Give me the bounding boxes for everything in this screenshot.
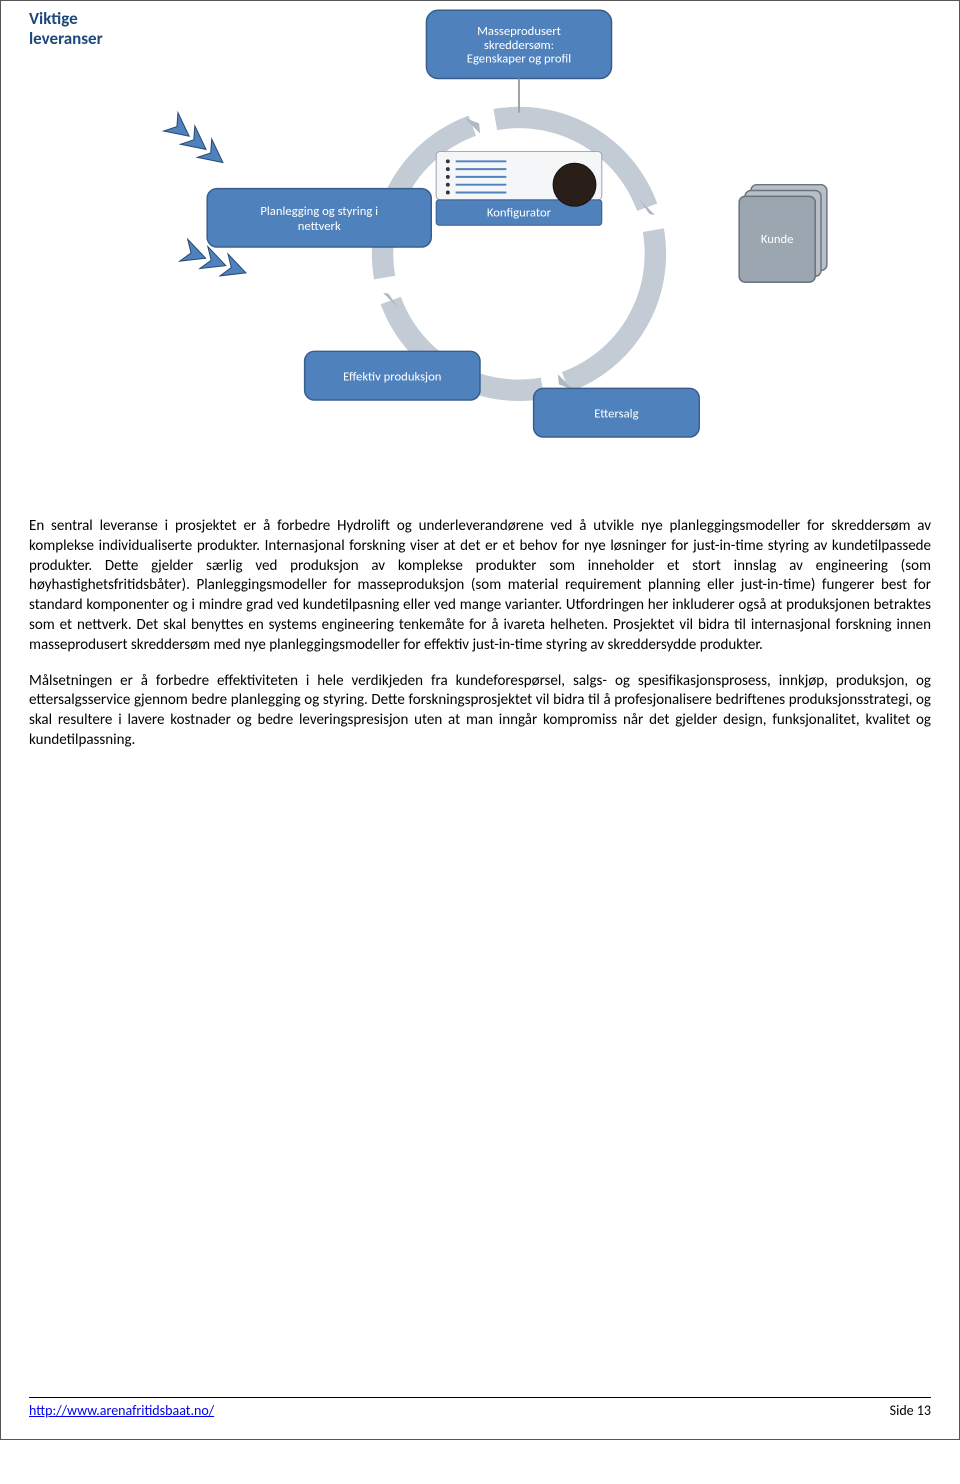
- page-frame: Viktige leveranser Masseprodusertskredde…: [0, 0, 960, 1440]
- paragraph-1: En sentral leveranse i prosjektet er å f…: [29, 517, 931, 656]
- svg-text:skreddersøm:: skreddersøm:: [484, 38, 554, 53]
- node-etter: Ettersalg: [534, 388, 700, 437]
- process-diagram: Masseprodusertskreddersøm:Egenskaper og …: [100, 9, 860, 489]
- section-heading: Viktige leveranser: [29, 9, 103, 50]
- node-eff: Effektiv produksjon: [305, 351, 480, 400]
- footer-url[interactable]: http://www.arenafritidsbaat.no/: [29, 1402, 214, 1419]
- node-kunde: Kunde: [739, 185, 827, 282]
- diagram-container: Masseprodusertskreddersøm:Egenskaper og …: [29, 9, 931, 489]
- svg-text:nettverk: nettverk: [298, 219, 341, 234]
- svg-text:Kunde: Kunde: [761, 232, 794, 247]
- paragraph-2: Målsetningen er å forbedre effektivitete…: [29, 672, 931, 751]
- node-cfg: Konfigurator: [436, 152, 602, 226]
- footer-page-number: Side 13: [890, 1402, 931, 1419]
- svg-text:Effektiv produksjon: Effektiv produksjon: [343, 369, 441, 384]
- svg-text:Planlegging og styring i: Planlegging og styring i: [260, 204, 378, 219]
- heading-line2: leveranser: [29, 28, 103, 49]
- svg-text:Ettersalg: Ettersalg: [594, 406, 638, 421]
- node-top: Masseprodusertskreddersøm:Egenskaper og …: [426, 10, 611, 78]
- page-footer: http://www.arenafritidsbaat.no/ Side 13: [29, 1397, 931, 1419]
- node-plan: Planlegging og styring inettverk: [207, 189, 431, 247]
- heading-line1: Viktige: [29, 8, 78, 29]
- svg-text:Konfigurator: Konfigurator: [487, 205, 552, 220]
- svg-text:Egenskaper og profil: Egenskaper og profil: [467, 52, 571, 67]
- svg-text:Masseprodusert: Masseprodusert: [477, 24, 562, 39]
